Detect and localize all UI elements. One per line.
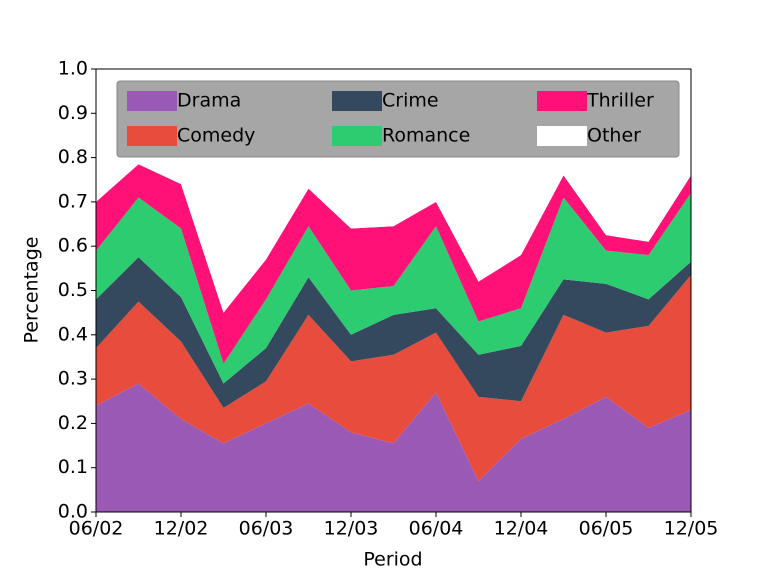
x-tick-label: 06/05 xyxy=(579,518,634,540)
area xyxy=(96,274,691,481)
y-tick-label: 0.6 xyxy=(58,235,88,257)
legend-label: Comedy xyxy=(177,125,255,147)
legend-label: Thriller xyxy=(586,90,654,112)
y-tick-label: 0.7 xyxy=(58,190,88,212)
y-tick-label: 0.0 xyxy=(58,501,88,523)
x-tick-label: 12/05 xyxy=(664,518,719,540)
legend-swatch xyxy=(127,91,177,111)
y-tick-label: 0.1 xyxy=(58,456,88,478)
legend-label: Other xyxy=(587,125,641,147)
y-tick-label: 0.3 xyxy=(58,368,88,390)
x-axis-title: Period xyxy=(363,549,422,571)
x-tick-label: 06/04 xyxy=(409,518,464,540)
x-tick-label: 06/02 xyxy=(69,518,124,540)
area xyxy=(96,383,691,512)
x-tick-label: 12/02 xyxy=(154,518,209,540)
area xyxy=(96,164,691,364)
y-tick-label: 0.4 xyxy=(58,323,88,345)
y-tick-label: 0.9 xyxy=(58,102,88,124)
y-tick-label: 0.8 xyxy=(58,146,88,168)
y-axis-title: Percentage xyxy=(21,237,43,344)
legend-swatch xyxy=(332,126,382,146)
legend-label: Romance xyxy=(382,125,470,147)
y-tick-label: 0.5 xyxy=(58,279,88,301)
legend-label: Crime xyxy=(382,90,439,112)
legend-swatch xyxy=(537,91,587,111)
area xyxy=(96,193,691,384)
legend-swatch xyxy=(537,126,587,146)
legend-swatch xyxy=(332,91,382,111)
y-tick-label: 0.2 xyxy=(58,412,88,434)
legend-label: Drama xyxy=(177,90,241,112)
area xyxy=(96,257,691,408)
x-tick-label: 06/03 xyxy=(239,518,294,540)
x-tick-label: 12/04 xyxy=(494,518,549,540)
legend-swatch xyxy=(127,126,177,146)
x-tick-label: 12/03 xyxy=(324,518,379,540)
y-tick-label: 1.0 xyxy=(58,58,88,80)
